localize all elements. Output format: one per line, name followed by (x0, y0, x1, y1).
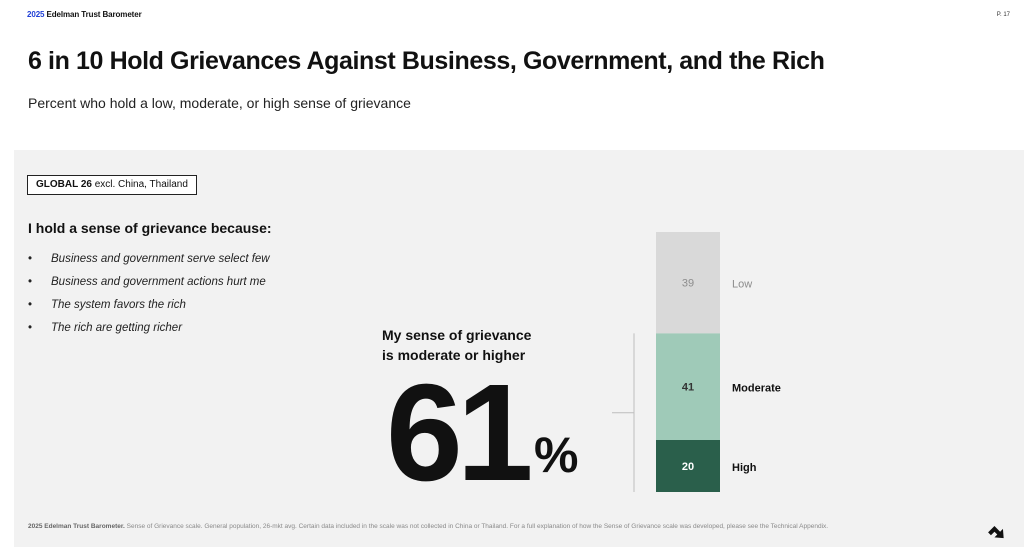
reasons-list: • Business and government serve select fe… (28, 253, 270, 345)
bar-segment-high (656, 440, 720, 492)
reason-text: Business and government actions hurt me (51, 276, 266, 288)
reason-item: • The rich are getting richer (28, 322, 270, 345)
brand-name: Edelman Trust Barometer (46, 10, 142, 19)
reasons-heading: I hold a sense of grievance because: (28, 220, 272, 236)
page-title: 6 in 10 Hold Grievances Against Business… (28, 47, 825, 75)
bar-segment-moderate (656, 333, 720, 440)
bullet-icon: • (28, 322, 33, 334)
bullet-icon: • (28, 253, 33, 265)
grievance-stacked-bar-chart: 39 Low 41 Moderate 20 High (604, 228, 864, 498)
brand-logo: 2025 Edelman Trust Barometer (27, 10, 142, 19)
arrow-down-right-icon[interactable] (987, 520, 1009, 542)
page-number: P. 17 (996, 12, 1010, 18)
region-tag: GLOBAL 26 excl. China, Thailand (27, 175, 197, 195)
reason-text: The rich are getting richer (51, 322, 183, 334)
bullet-icon: • (28, 299, 33, 311)
bar-value-label-moderate: 41 (682, 382, 694, 394)
footnote-text: Sense of Grievance scale. General popula… (124, 523, 829, 530)
region-tag-strong: GLOBAL 26 (36, 179, 92, 190)
callout-line-2: is moderate or higher (382, 347, 526, 363)
bar-value-label-low: 39 (682, 278, 694, 290)
reason-item: • Business and government serve select fe… (28, 253, 270, 276)
region-tag-rest: excl. China, Thailand (91, 179, 188, 190)
bullet-icon: • (28, 276, 33, 288)
callout-value: 61 (386, 356, 533, 510)
footnote: 2025 Edelman Trust Barometer. Sense of G… (28, 522, 983, 532)
chart-svg: 39 Low 41 Moderate 20 High (612, 232, 781, 492)
brand-year: 2025 (27, 10, 45, 19)
callout-label: My sense of grievance is moderate or hig… (382, 325, 531, 365)
page-subtitle: Percent who hold a low, moderate, or hig… (28, 95, 411, 111)
bar-category-label-moderate: Moderate (732, 383, 781, 395)
footnote-source: 2025 Edelman Trust Barometer. (28, 523, 125, 530)
reason-item: • The system favors the rich (28, 299, 270, 322)
bar-category-label-low: Low (732, 279, 752, 291)
callout-unit: % (534, 427, 579, 483)
content-panel: GLOBAL 26 excl. China, Thailand I hold a… (14, 150, 1024, 547)
callout-line-1: My sense of grievance (382, 327, 532, 343)
reason-text: The system favors the rich (51, 299, 186, 311)
bar-value-label-high: 20 (682, 461, 694, 473)
reason-text: Business and government serve select few (51, 253, 270, 265)
bar-category-label-high: High (732, 462, 757, 474)
reason-item: • Business and government actions hurt me (28, 276, 270, 299)
bar-segment-low (656, 232, 720, 334)
